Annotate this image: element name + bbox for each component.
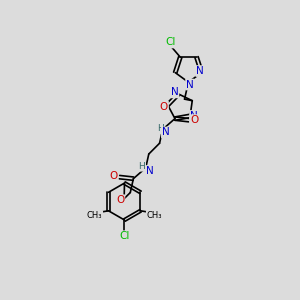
Text: N: N — [196, 66, 204, 76]
Text: N: N — [186, 80, 194, 89]
Text: O: O — [109, 171, 118, 181]
Text: O: O — [190, 115, 198, 125]
Text: Cl: Cl — [119, 231, 130, 241]
Text: O: O — [160, 102, 168, 112]
Text: N: N — [162, 128, 170, 137]
Text: N: N — [171, 87, 178, 98]
Text: H: H — [139, 162, 145, 171]
Text: CH₃: CH₃ — [87, 211, 102, 220]
Text: N: N — [146, 166, 153, 176]
Text: H: H — [157, 124, 164, 133]
Text: N: N — [190, 111, 198, 121]
Text: CH₃: CH₃ — [147, 211, 162, 220]
Text: O: O — [116, 195, 124, 205]
Text: Cl: Cl — [165, 38, 175, 47]
